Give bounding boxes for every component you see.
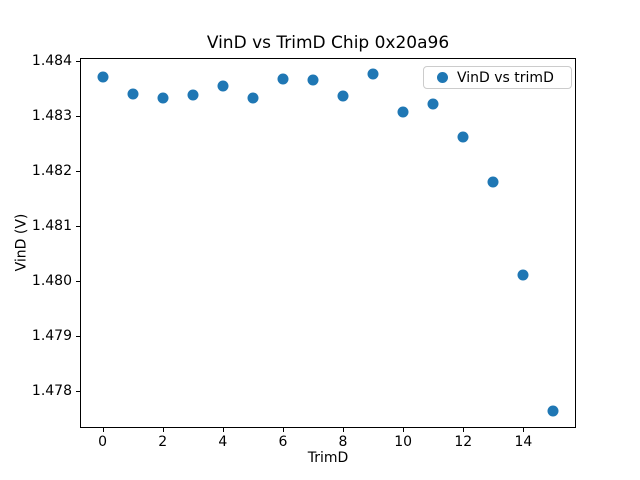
y-tick: [76, 225, 80, 227]
chart-title: VinD vs TrimD Chip 0x20a96: [206, 33, 450, 53]
data-point: [547, 405, 559, 417]
data-point: [457, 131, 469, 143]
data-point: [187, 89, 199, 101]
data-point: [217, 80, 229, 92]
y-tick-label: 1.479: [31, 327, 72, 344]
y-tick-label: 1.481: [31, 217, 72, 234]
data-point: [127, 88, 139, 100]
x-tick-label: 8: [338, 434, 348, 450]
y-tick-label: 1.484: [31, 52, 72, 69]
x-tick: [222, 428, 224, 432]
x-tick-label: 6: [278, 434, 288, 450]
x-tick-label: 14: [514, 434, 533, 450]
y-tick: [76, 280, 80, 282]
data-point: [247, 92, 259, 104]
y-tick: [76, 170, 80, 172]
data-point: [277, 73, 289, 85]
y-tick: [76, 390, 80, 392]
x-tick: [403, 428, 405, 432]
data-point: [517, 269, 529, 281]
data-point: [487, 176, 499, 188]
data-point: [427, 98, 439, 110]
x-tick-label: 12: [454, 434, 473, 450]
data-point: [97, 71, 109, 83]
x-tick-label: 10: [394, 434, 413, 450]
x-tick-label: 4: [218, 434, 228, 450]
x-tick: [282, 428, 284, 432]
legend: VinD vs trimD: [423, 66, 572, 89]
x-tick: [102, 428, 104, 432]
x-axis-label: TrimD: [307, 450, 349, 466]
y-tick: [76, 60, 80, 62]
data-point: [307, 74, 319, 86]
data-point: [337, 90, 349, 102]
legend-label: VinD vs trimD: [457, 69, 554, 86]
x-tick-label: 0: [98, 434, 107, 450]
y-tick: [76, 335, 80, 337]
x-tick: [463, 428, 465, 432]
y-axis-label: VinD (V): [13, 213, 30, 272]
y-tick-label: 1.482: [31, 162, 72, 179]
data-point: [367, 68, 379, 80]
plot-area: [80, 58, 576, 428]
x-tick: [343, 428, 345, 432]
y-tick-label: 1.483: [31, 107, 72, 124]
data-point: [397, 106, 409, 118]
legend-marker-icon: [437, 72, 448, 83]
y-tick-label: 1.478: [31, 382, 72, 399]
y-tick-label: 1.480: [31, 272, 72, 289]
data-point: [157, 92, 169, 104]
y-tick: [76, 115, 80, 117]
x-tick: [162, 428, 164, 432]
x-tick: [523, 428, 525, 432]
x-tick-label: 2: [158, 434, 168, 450]
